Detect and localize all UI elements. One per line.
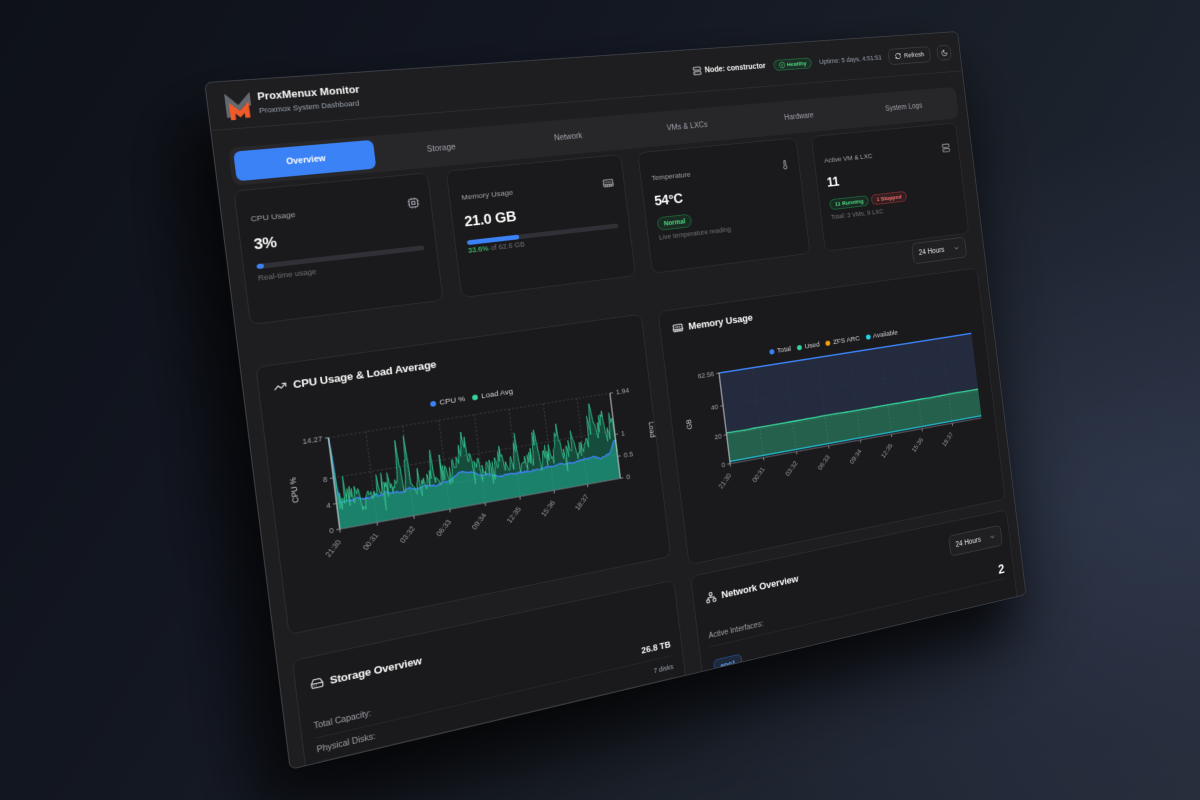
svg-text:14.27: 14.27 [302,435,323,446]
svg-text:15:36: 15:36 [540,499,557,518]
svg-text:1: 1 [621,430,626,438]
svg-text:Load: Load [647,421,657,438]
svg-text:00:31: 00:31 [751,466,767,484]
svg-text:21:30: 21:30 [324,538,343,558]
svg-text:09:34: 09:34 [848,448,863,466]
svg-text:20: 20 [714,432,722,441]
svg-text:0.5: 0.5 [623,450,634,459]
svg-text:06:33: 06:33 [435,518,453,538]
svg-text:4: 4 [326,501,332,510]
svg-text:40: 40 [710,403,718,412]
svg-text:8: 8 [322,475,328,484]
svg-text:18:37: 18:37 [573,493,590,512]
svg-text:0: 0 [626,473,631,481]
svg-text:03:32: 03:32 [398,525,417,545]
svg-text:0: 0 [329,527,335,536]
svg-text:1.94: 1.94 [616,387,630,397]
svg-text:09:34: 09:34 [470,511,488,531]
svg-text:00:31: 00:31 [361,531,380,551]
svg-text:0: 0 [721,461,726,469]
svg-text:21:30: 21:30 [717,472,733,490]
svg-text:03:32: 03:32 [784,459,799,477]
svg-text:06:33: 06:33 [817,454,832,472]
svg-text:CPU %: CPU % [288,476,301,503]
svg-text:62.56: 62.56 [697,371,714,381]
svg-text:15:36: 15:36 [911,436,925,453]
svg-text:GB: GB [684,418,693,430]
svg-text:12:35: 12:35 [505,505,523,524]
svg-text:18:37: 18:37 [941,431,955,448]
svg-text:12:35: 12:35 [880,442,894,459]
